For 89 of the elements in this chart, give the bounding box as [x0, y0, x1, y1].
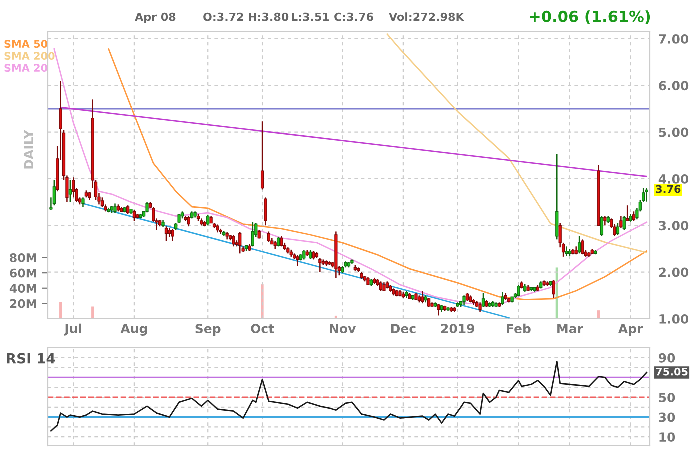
- candlestick: [632, 211, 636, 222]
- x-tick-label: Oct: [251, 324, 274, 334]
- text: 3.76: [656, 185, 681, 194]
- line-series: [386, 34, 648, 254]
- candlestick: [178, 213, 181, 224]
- x-tick-label: Nov: [330, 324, 356, 334]
- x-tick-label: Feb: [507, 324, 531, 334]
- series-label: SMA 20: [4, 64, 48, 72]
- bar: [92, 306, 94, 319]
- candlestick: [296, 254, 300, 267]
- candlestick: [100, 197, 104, 208]
- y-tick-label: 50: [659, 392, 676, 402]
- bar: [60, 302, 62, 319]
- candlestick: [251, 222, 255, 248]
- candlestick: [276, 236, 280, 248]
- bar: [597, 310, 600, 319]
- x-tick-label: Dec: [391, 324, 416, 334]
- candlestick: [626, 204, 630, 222]
- candlestick: [620, 216, 623, 229]
- candlestick: [72, 176, 76, 198]
- candlestick: [578, 236, 582, 254]
- candlestick: [478, 302, 482, 313]
- y-tick-label: 2.00: [659, 268, 689, 278]
- candlestick: [427, 297, 431, 308]
- candlestick: [501, 292, 504, 306]
- candlestick: [616, 222, 620, 236]
- y2-tick-label: 80M: [10, 253, 36, 262]
- text: Apr 08: [135, 12, 176, 24]
- y-tick-label: 30: [659, 412, 676, 422]
- candlestick: [462, 295, 466, 306]
- text: Vol:272.98K: [389, 12, 465, 22]
- candlestick: [171, 228, 174, 242]
- candlestick: [238, 232, 242, 254]
- candlestick: [552, 280, 556, 299]
- x-tick-label: Sep: [196, 324, 221, 336]
- candlestick: [187, 216, 190, 228]
- candlestick: [302, 250, 306, 260]
- y-tick-label: 3.00: [659, 221, 689, 231]
- candlestick: [260, 120, 264, 190]
- chart-subtitle: +0.06 (1.61%): [530, 10, 650, 24]
- y-tick-label: 6.00: [659, 81, 689, 91]
- y-tick-label: 10: [660, 432, 676, 442]
- candlestick: [280, 236, 284, 248]
- candlestick: [645, 188, 648, 202]
- candlestick: [168, 227, 172, 238]
- candlestick: [421, 290, 424, 304]
- x-tick-label: Jul: [64, 324, 82, 336]
- candlestick: [267, 231, 271, 243]
- text: O:3.72: [204, 12, 244, 22]
- x-tick-label: Aug: [120, 324, 148, 336]
- candlestick: [164, 226, 168, 242]
- candlestick: [132, 210, 136, 222]
- y-tick-label: 5.00: [659, 128, 689, 138]
- candlestick: [52, 180, 56, 206]
- x-tick-label: Apr: [618, 324, 644, 336]
- text: DAILY: [24, 130, 34, 169]
- candlestick: [517, 284, 520, 298]
- candlestick: [146, 202, 149, 214]
- y2-tick-label: 40M: [10, 284, 36, 294]
- candlestick: [82, 197, 85, 208]
- y-tick-label: 1.00: [660, 314, 689, 324]
- candlestick: [622, 216, 626, 231]
- candlestick: [264, 197, 268, 226]
- text: SMA 50: [4, 40, 48, 48]
- candlestick: [604, 216, 607, 226]
- text: C:3.76: [334, 12, 374, 22]
- candlestick: [68, 180, 72, 203]
- x-tick-label: 2019: [441, 324, 474, 334]
- candlestick: [379, 281, 383, 292]
- text: H:3.80: [249, 12, 289, 22]
- candlestick: [206, 214, 210, 226]
- y-tick-label: 90: [658, 353, 676, 363]
- candlestick: [565, 246, 568, 257]
- x-tick-label: Mar: [558, 324, 584, 334]
- chart-title: RSI 14: [7, 353, 56, 364]
- text: SMA 200: [4, 52, 55, 60]
- y2-tick-label: 60M: [10, 268, 36, 278]
- candlestick: [114, 203, 117, 214]
- text: L:3.51: [292, 12, 330, 22]
- y2-tick-label: 20M: [10, 299, 36, 308]
- candlestick: [318, 258, 322, 273]
- y-tick-label: 4.00: [658, 174, 689, 184]
- text: 75.05: [656, 368, 688, 376]
- candlestick: [437, 303, 440, 316]
- y-tick-label: 7.00: [659, 34, 689, 44]
- candlestick: [232, 234, 236, 248]
- candlestick: [482, 292, 486, 308]
- candlestick: [581, 239, 584, 256]
- candlestick: [600, 216, 604, 238]
